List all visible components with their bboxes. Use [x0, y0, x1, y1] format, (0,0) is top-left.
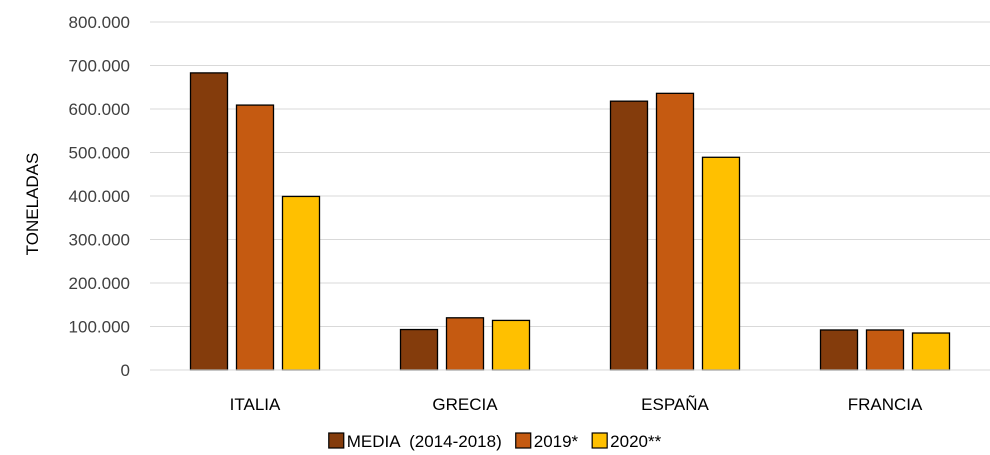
y-axis-label: TONELADAS: [23, 153, 42, 256]
y-tick-label: 500.000: [69, 144, 130, 163]
bar: [281, 195, 321, 371]
y-axis-ticks: 0 100.000 200.000 300.000 400.000 500.000 600.…: [69, 13, 130, 380]
y-tick-label: 400.000: [69, 187, 130, 206]
legend-item: 2020**: [591, 432, 662, 451]
legend-item: MEDIA (2014-2018): [328, 432, 502, 451]
x-axis-categories: ITALIA GRECIA ESPAÑA FRANCIA: [230, 395, 923, 414]
gridlines: [150, 21, 990, 327]
y-tick-label: 700.000: [69, 57, 130, 76]
bar: [701, 156, 741, 371]
legend: MEDIA (2014-2018) 2019* 2020**: [328, 432, 662, 451]
legend-swatch: [328, 432, 345, 449]
y-tick-label: 200.000: [69, 274, 130, 293]
y-tick-label: 300.000: [69, 231, 130, 250]
bar: [399, 328, 439, 371]
bar: [819, 329, 859, 371]
bar: [189, 72, 229, 371]
x-category-label: ITALIA: [230, 395, 281, 414]
bar: [235, 104, 275, 371]
x-category-label: ESPAÑA: [641, 395, 709, 414]
legend-item: 2019*: [515, 432, 579, 451]
y-tick-label: 0: [121, 361, 130, 380]
legend-swatch: [591, 432, 608, 449]
y-tick-label: 800.000: [69, 13, 130, 32]
bar: [445, 317, 485, 371]
legend-label: 2020**: [610, 432, 661, 451]
bar: [865, 329, 905, 371]
x-category-label: GRECIA: [432, 395, 498, 414]
legend-swatch: [515, 432, 532, 449]
bar: [911, 332, 951, 371]
bar: [491, 319, 531, 371]
bars: [189, 72, 951, 371]
legend-label: MEDIA (2014-2018): [347, 432, 502, 451]
bar: [609, 100, 649, 371]
bar: [655, 92, 695, 371]
x-category-label: FRANCIA: [848, 395, 923, 414]
y-tick-label: 600.000: [69, 100, 130, 119]
legend-label: 2019*: [534, 432, 579, 451]
y-tick-label: 100.000: [69, 318, 130, 337]
